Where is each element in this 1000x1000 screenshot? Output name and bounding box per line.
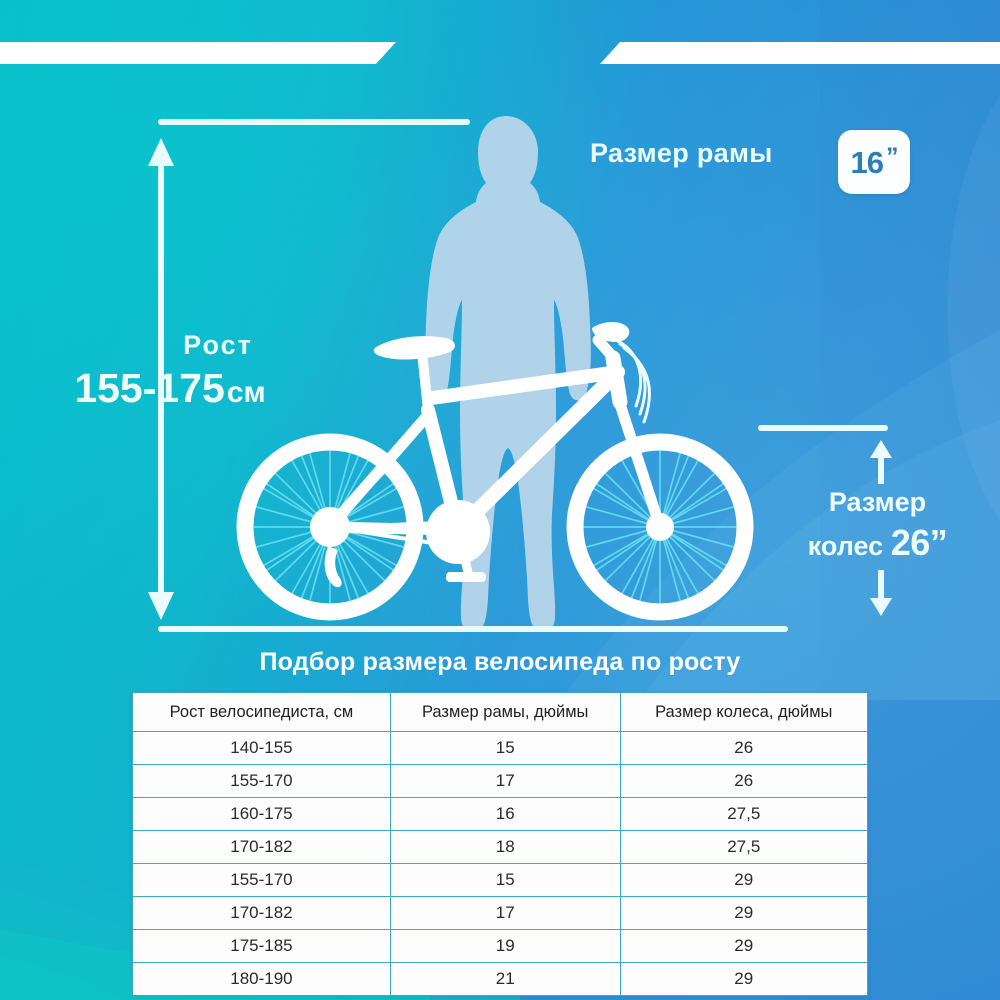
table-cell: 29 — [619, 896, 868, 930]
table-cell: 27,5 — [619, 797, 868, 831]
table-cell: 15 — [389, 731, 621, 765]
wheel-size-line1: Размер — [828, 487, 927, 517]
table-cell: 17 — [389, 896, 621, 930]
table-body: Рост велосипедиста, см Размер рамы, дюймы… — [132, 692, 868, 996]
height-range: 155-175 — [74, 365, 225, 411]
table-row: 160-175 16 27,5 — [132, 797, 868, 831]
table-cell: 17 — [389, 764, 621, 798]
table-header-cell: Размер колеса, дюймы — [619, 692, 868, 732]
table-row: 140-155 15 26 — [132, 731, 868, 765]
wheel-size-value: 26” — [890, 521, 948, 563]
table-cell: 16 — [389, 797, 621, 831]
height-unit: см — [226, 376, 266, 409]
table-row: 180-190 21 29 — [132, 962, 868, 996]
wheel-size-line2: колес — [807, 530, 884, 561]
wheel-size-callout: Размер колес 26” — [760, 485, 995, 566]
table-cell: 170-182 — [132, 830, 391, 864]
table-cell: 19 — [389, 929, 621, 963]
table-cell: 29 — [619, 863, 868, 897]
table-cell: 27,5 — [619, 830, 868, 864]
table-cell: 170-182 — [132, 896, 391, 930]
table-cell: 180-190 — [132, 962, 391, 996]
table-cell: 140-155 — [132, 731, 391, 765]
bike-size-table: Рост велосипедиста, см Размер рамы, дюймы… — [132, 692, 868, 996]
frame-size-label: Размер рамы — [590, 138, 773, 168]
table-cell: 26 — [619, 764, 868, 798]
table-row: 155-170 15 29 — [132, 863, 868, 897]
height-dimension-arrow — [148, 138, 174, 620]
table-cell: 29 — [619, 929, 868, 963]
table-cell: 175-185 — [132, 929, 391, 963]
table-cell: 155-170 — [132, 863, 391, 897]
table-row: 175-185 19 29 — [132, 929, 868, 963]
frame-size-value: 16 — [850, 144, 884, 180]
table-cell: 21 — [389, 962, 621, 996]
table-row: 155-170 17 26 — [132, 764, 868, 798]
table-header-row: Рост велосипедиста, см Размер рамы, дюймы… — [132, 692, 868, 732]
frame-size-unit: ” — [885, 142, 898, 171]
table-cell: 26 — [619, 731, 868, 765]
ground-guide — [158, 626, 788, 632]
table-row: 170-182 18 27,5 — [132, 830, 868, 864]
height-label: Рост — [183, 330, 253, 360]
wheel-dimension-arrow-up — [870, 440, 892, 484]
height-top-guide — [158, 119, 470, 125]
table-cell: 29 — [619, 962, 868, 996]
wheel-dimension-arrow-down — [870, 570, 892, 616]
bicycle-illustration — [236, 322, 754, 621]
frame-size-badge-text: 16 ” — [850, 142, 899, 180]
table-row: 170-182 17 29 — [132, 896, 868, 930]
table-header-cell: Размер рамы, дюймы — [389, 692, 621, 732]
height-value: 155-175см — [30, 365, 310, 412]
top-banner-bars — [0, 42, 1000, 64]
table-header-cell: Рост велосипедиста, см — [132, 692, 391, 732]
table-cell: 160-175 — [132, 797, 391, 831]
table-cell: 18 — [389, 830, 621, 864]
table-title: Подбор размера велосипеда по росту — [259, 648, 741, 676]
wheel-top-guide — [758, 425, 888, 431]
frame-size-badge[interactable]: 16 ” — [838, 130, 910, 194]
wheel-size-line2-wrap: колес 26” — [760, 520, 995, 566]
table-cell: 155-170 — [132, 764, 391, 798]
table-cell: 15 — [389, 863, 621, 897]
